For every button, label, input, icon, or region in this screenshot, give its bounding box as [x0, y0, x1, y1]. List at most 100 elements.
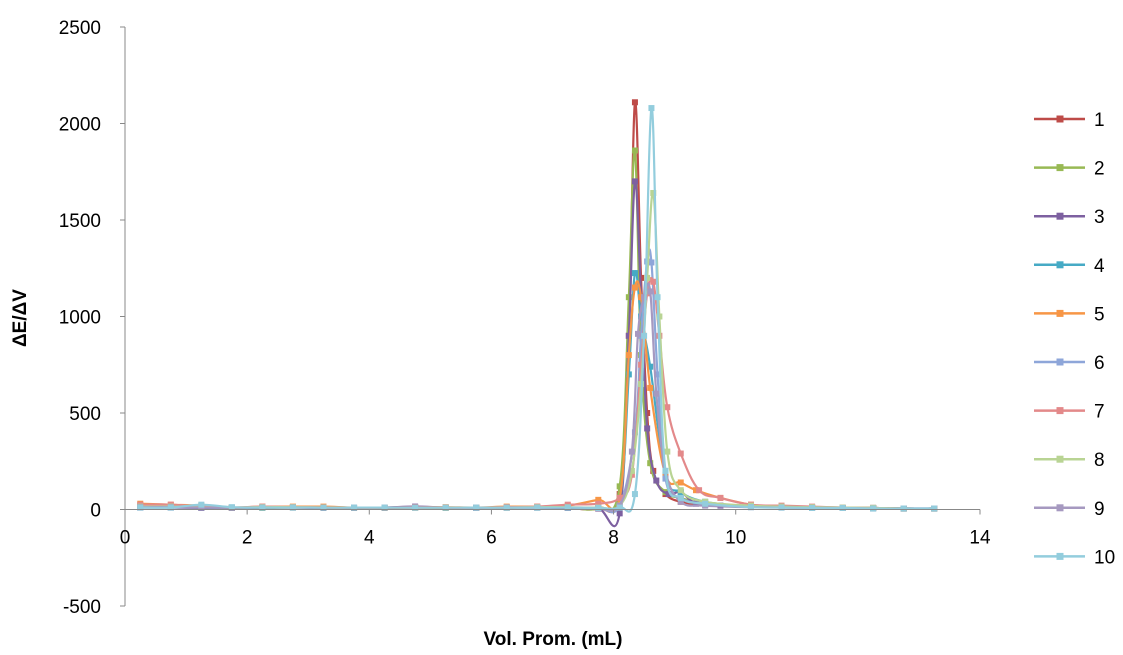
data-point [677, 494, 684, 501]
y-tick-label: 2500 [59, 18, 101, 39]
legend-swatch-marker [1056, 455, 1064, 463]
series-9 [137, 282, 938, 512]
data-point [664, 448, 671, 455]
legend-item-4: 4 [1034, 256, 1105, 277]
data-point [635, 330, 641, 337]
legend-item-5: 5 [1034, 304, 1105, 325]
data-point [616, 510, 623, 517]
data-point [631, 147, 638, 154]
data-point [693, 487, 700, 494]
legend-label: 8 [1094, 450, 1105, 471]
legend-item-6: 6 [1034, 353, 1105, 374]
legend-label: 3 [1094, 207, 1105, 228]
y-tick-label: 1500 [59, 211, 101, 232]
series-line [140, 191, 935, 511]
legend-label: 9 [1094, 499, 1105, 520]
data-point [702, 500, 709, 507]
data-point [638, 361, 645, 368]
legend-label: 10 [1094, 547, 1115, 568]
data-point [381, 504, 388, 511]
legend-label: 1 [1094, 110, 1105, 131]
legend-item-9: 9 [1034, 499, 1105, 520]
data-point [628, 448, 635, 455]
y-tick-label: 0 [90, 501, 101, 522]
data-point [198, 501, 205, 508]
data-point [638, 332, 645, 339]
data-point [664, 404, 671, 411]
series-line [140, 100, 935, 514]
data-point [654, 371, 661, 378]
data-point [677, 479, 684, 486]
legend-item-8: 8 [1034, 450, 1105, 471]
data-point [747, 504, 754, 511]
data-point [503, 504, 510, 511]
data-point [638, 313, 645, 320]
data-point [534, 504, 541, 511]
legend-swatch-marker [1056, 115, 1064, 123]
data-point [137, 504, 144, 511]
data-point [638, 294, 645, 301]
legend-swatch-marker [1056, 261, 1064, 269]
data-point [595, 504, 602, 511]
data-point [677, 498, 684, 505]
data-point [870, 505, 877, 512]
data-point [839, 504, 846, 511]
legend-item-1: 1 [1034, 110, 1105, 131]
series-line [140, 148, 935, 511]
series-line [140, 277, 935, 510]
data-point [717, 494, 724, 501]
y-tick-label: 2000 [59, 115, 101, 136]
legend-label: 4 [1094, 256, 1105, 277]
data-point [616, 494, 623, 501]
legend-label: 5 [1094, 304, 1105, 325]
series-3 [137, 178, 938, 528]
data-point [631, 178, 638, 185]
data-point [616, 483, 623, 490]
series-line [140, 106, 935, 513]
legend-item-10: 10 [1034, 547, 1115, 568]
data-point [259, 504, 266, 511]
legend-swatch-marker [1056, 552, 1064, 560]
data-point [647, 384, 654, 391]
data-point [650, 189, 657, 196]
data-point [228, 504, 235, 511]
x-tick-label: 8 [608, 528, 619, 549]
data-point [631, 99, 638, 106]
data-point [647, 363, 654, 370]
legend-item-7: 7 [1034, 402, 1105, 423]
series-8 [137, 189, 938, 512]
data-point [628, 467, 635, 474]
data-point [647, 288, 654, 295]
data-point [778, 504, 785, 511]
data-point [631, 429, 638, 436]
data-point [662, 467, 669, 474]
series-2 [137, 147, 938, 512]
data-point [641, 332, 648, 339]
legend-swatch-marker [1056, 504, 1064, 512]
data-point [648, 105, 655, 112]
x-tick-label: 14 [969, 528, 991, 549]
data-point [412, 504, 419, 511]
data-point [351, 504, 358, 511]
data-point [631, 491, 638, 498]
data-point [625, 294, 632, 301]
data-point [595, 500, 602, 507]
series-5 [137, 280, 938, 512]
legend-label: 2 [1094, 159, 1105, 180]
data-point [473, 504, 480, 511]
legend-label: 6 [1094, 353, 1105, 374]
data-point [677, 450, 684, 457]
x-tick-label: 0 [120, 528, 131, 549]
data-point [653, 390, 660, 397]
data-point [656, 313, 663, 320]
data-point [625, 332, 632, 339]
legend-swatch-marker [1056, 164, 1064, 172]
data-point [931, 505, 938, 512]
legend-swatch-marker [1056, 407, 1064, 415]
data-point [654, 294, 661, 301]
data-point [641, 294, 648, 301]
x-axis-title: Vol. Prom. (mL) [484, 629, 623, 650]
data-point [648, 259, 655, 266]
